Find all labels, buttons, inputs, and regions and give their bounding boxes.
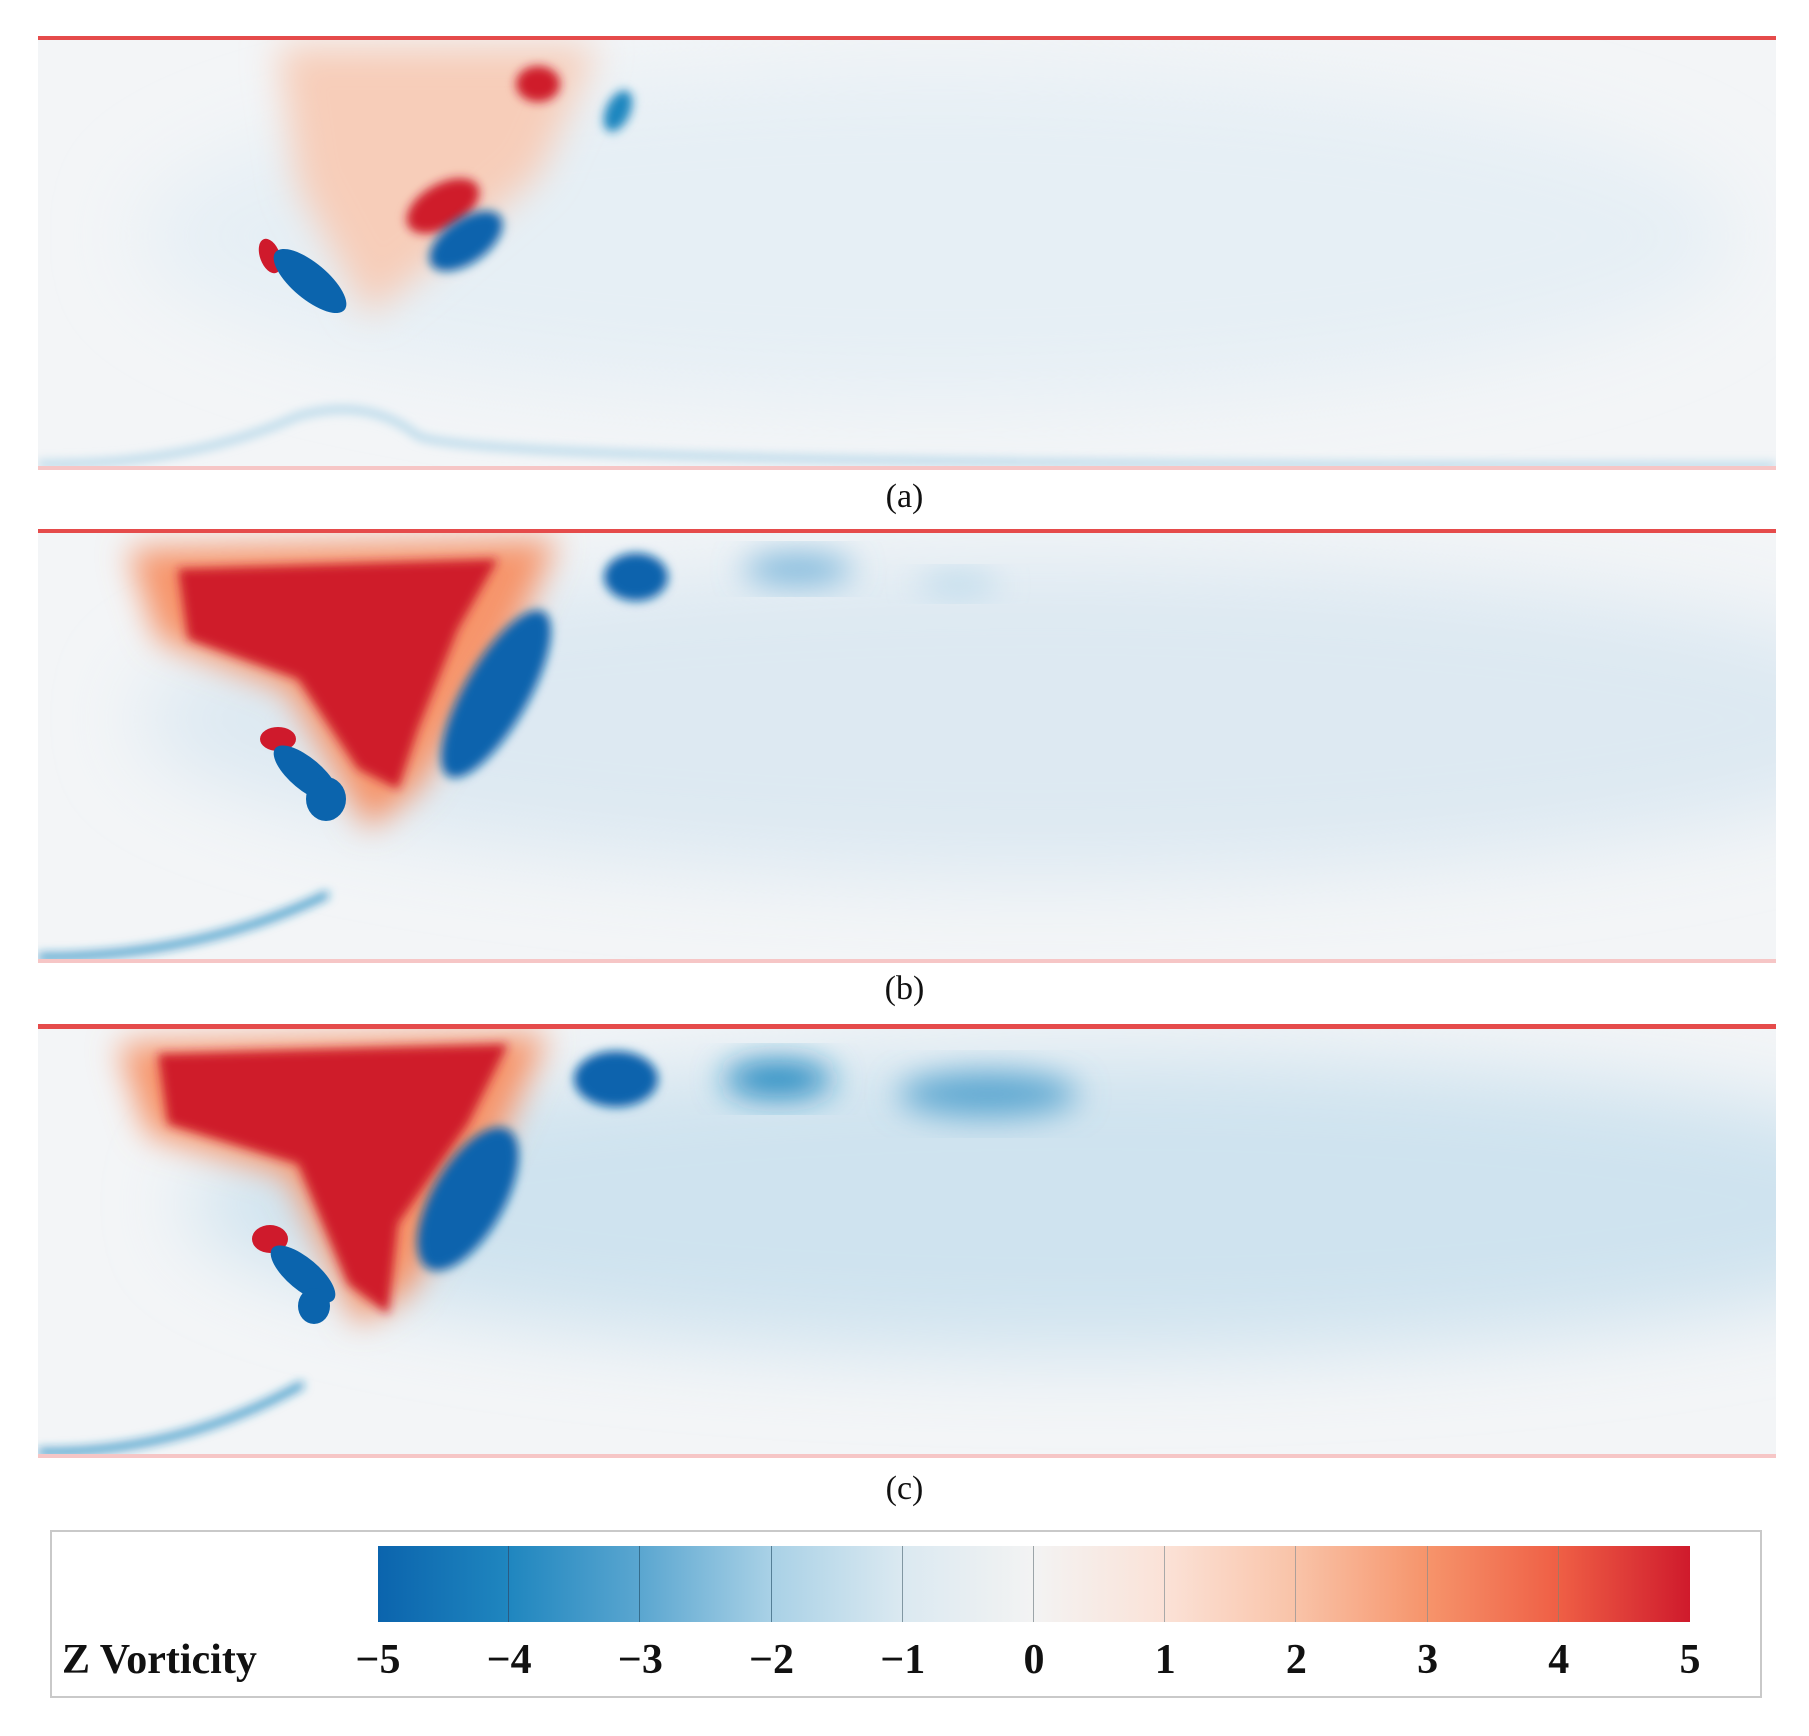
colorbar-tick-label: −4 bbox=[486, 1637, 532, 1683]
colorbar-legend: Z Vorticity −5 −4 −3 −2 −1 0 1 2 3 4 5 bbox=[50, 1530, 1762, 1698]
vorticity-field-a bbox=[38, 36, 1776, 470]
colorbar-tick-label: 0 bbox=[1023, 1637, 1045, 1683]
colorbar-tick-label: 1 bbox=[1154, 1637, 1176, 1683]
vorticity-field-b bbox=[38, 529, 1776, 963]
panel-a-caption: (a) bbox=[885, 478, 924, 515]
colorbar-segment bbox=[378, 1546, 510, 1622]
colorbar-segment bbox=[1558, 1546, 1690, 1622]
panel-c-caption: (c) bbox=[885, 1470, 924, 1507]
colorbar bbox=[378, 1546, 1690, 1622]
colorbar-tick-label: 3 bbox=[1417, 1637, 1439, 1683]
colorbar-segment bbox=[1296, 1546, 1428, 1622]
colorbar-segment bbox=[509, 1546, 641, 1622]
colorbar-tick-label: −3 bbox=[617, 1637, 663, 1683]
colorbar-tick-label: −2 bbox=[749, 1637, 795, 1683]
colorbar-segment bbox=[1034, 1546, 1166, 1622]
panel-b-caption: (b) bbox=[884, 970, 925, 1007]
vorticity-panel-a bbox=[38, 36, 1776, 470]
colorbar-segment bbox=[640, 1546, 772, 1622]
vorticity-panel-c bbox=[38, 1024, 1776, 1458]
colorbar-segment bbox=[1165, 1546, 1297, 1622]
vorticity-field-c bbox=[38, 1024, 1776, 1458]
vorticity-panel-b bbox=[38, 529, 1776, 963]
colorbar-tick-label: −1 bbox=[880, 1637, 926, 1683]
colorbar-segment bbox=[771, 1546, 903, 1622]
colorbar-segment bbox=[902, 1546, 1034, 1622]
colorbar-tick-label: 4 bbox=[1548, 1637, 1570, 1683]
colorbar-tick-label: 5 bbox=[1679, 1637, 1701, 1683]
colorbar-title: Z Vorticity bbox=[62, 1637, 257, 1683]
colorbar-segment bbox=[1427, 1546, 1559, 1622]
colorbar-tick-label: −5 bbox=[355, 1637, 401, 1683]
colorbar-tick-label: 2 bbox=[1285, 1637, 1307, 1683]
